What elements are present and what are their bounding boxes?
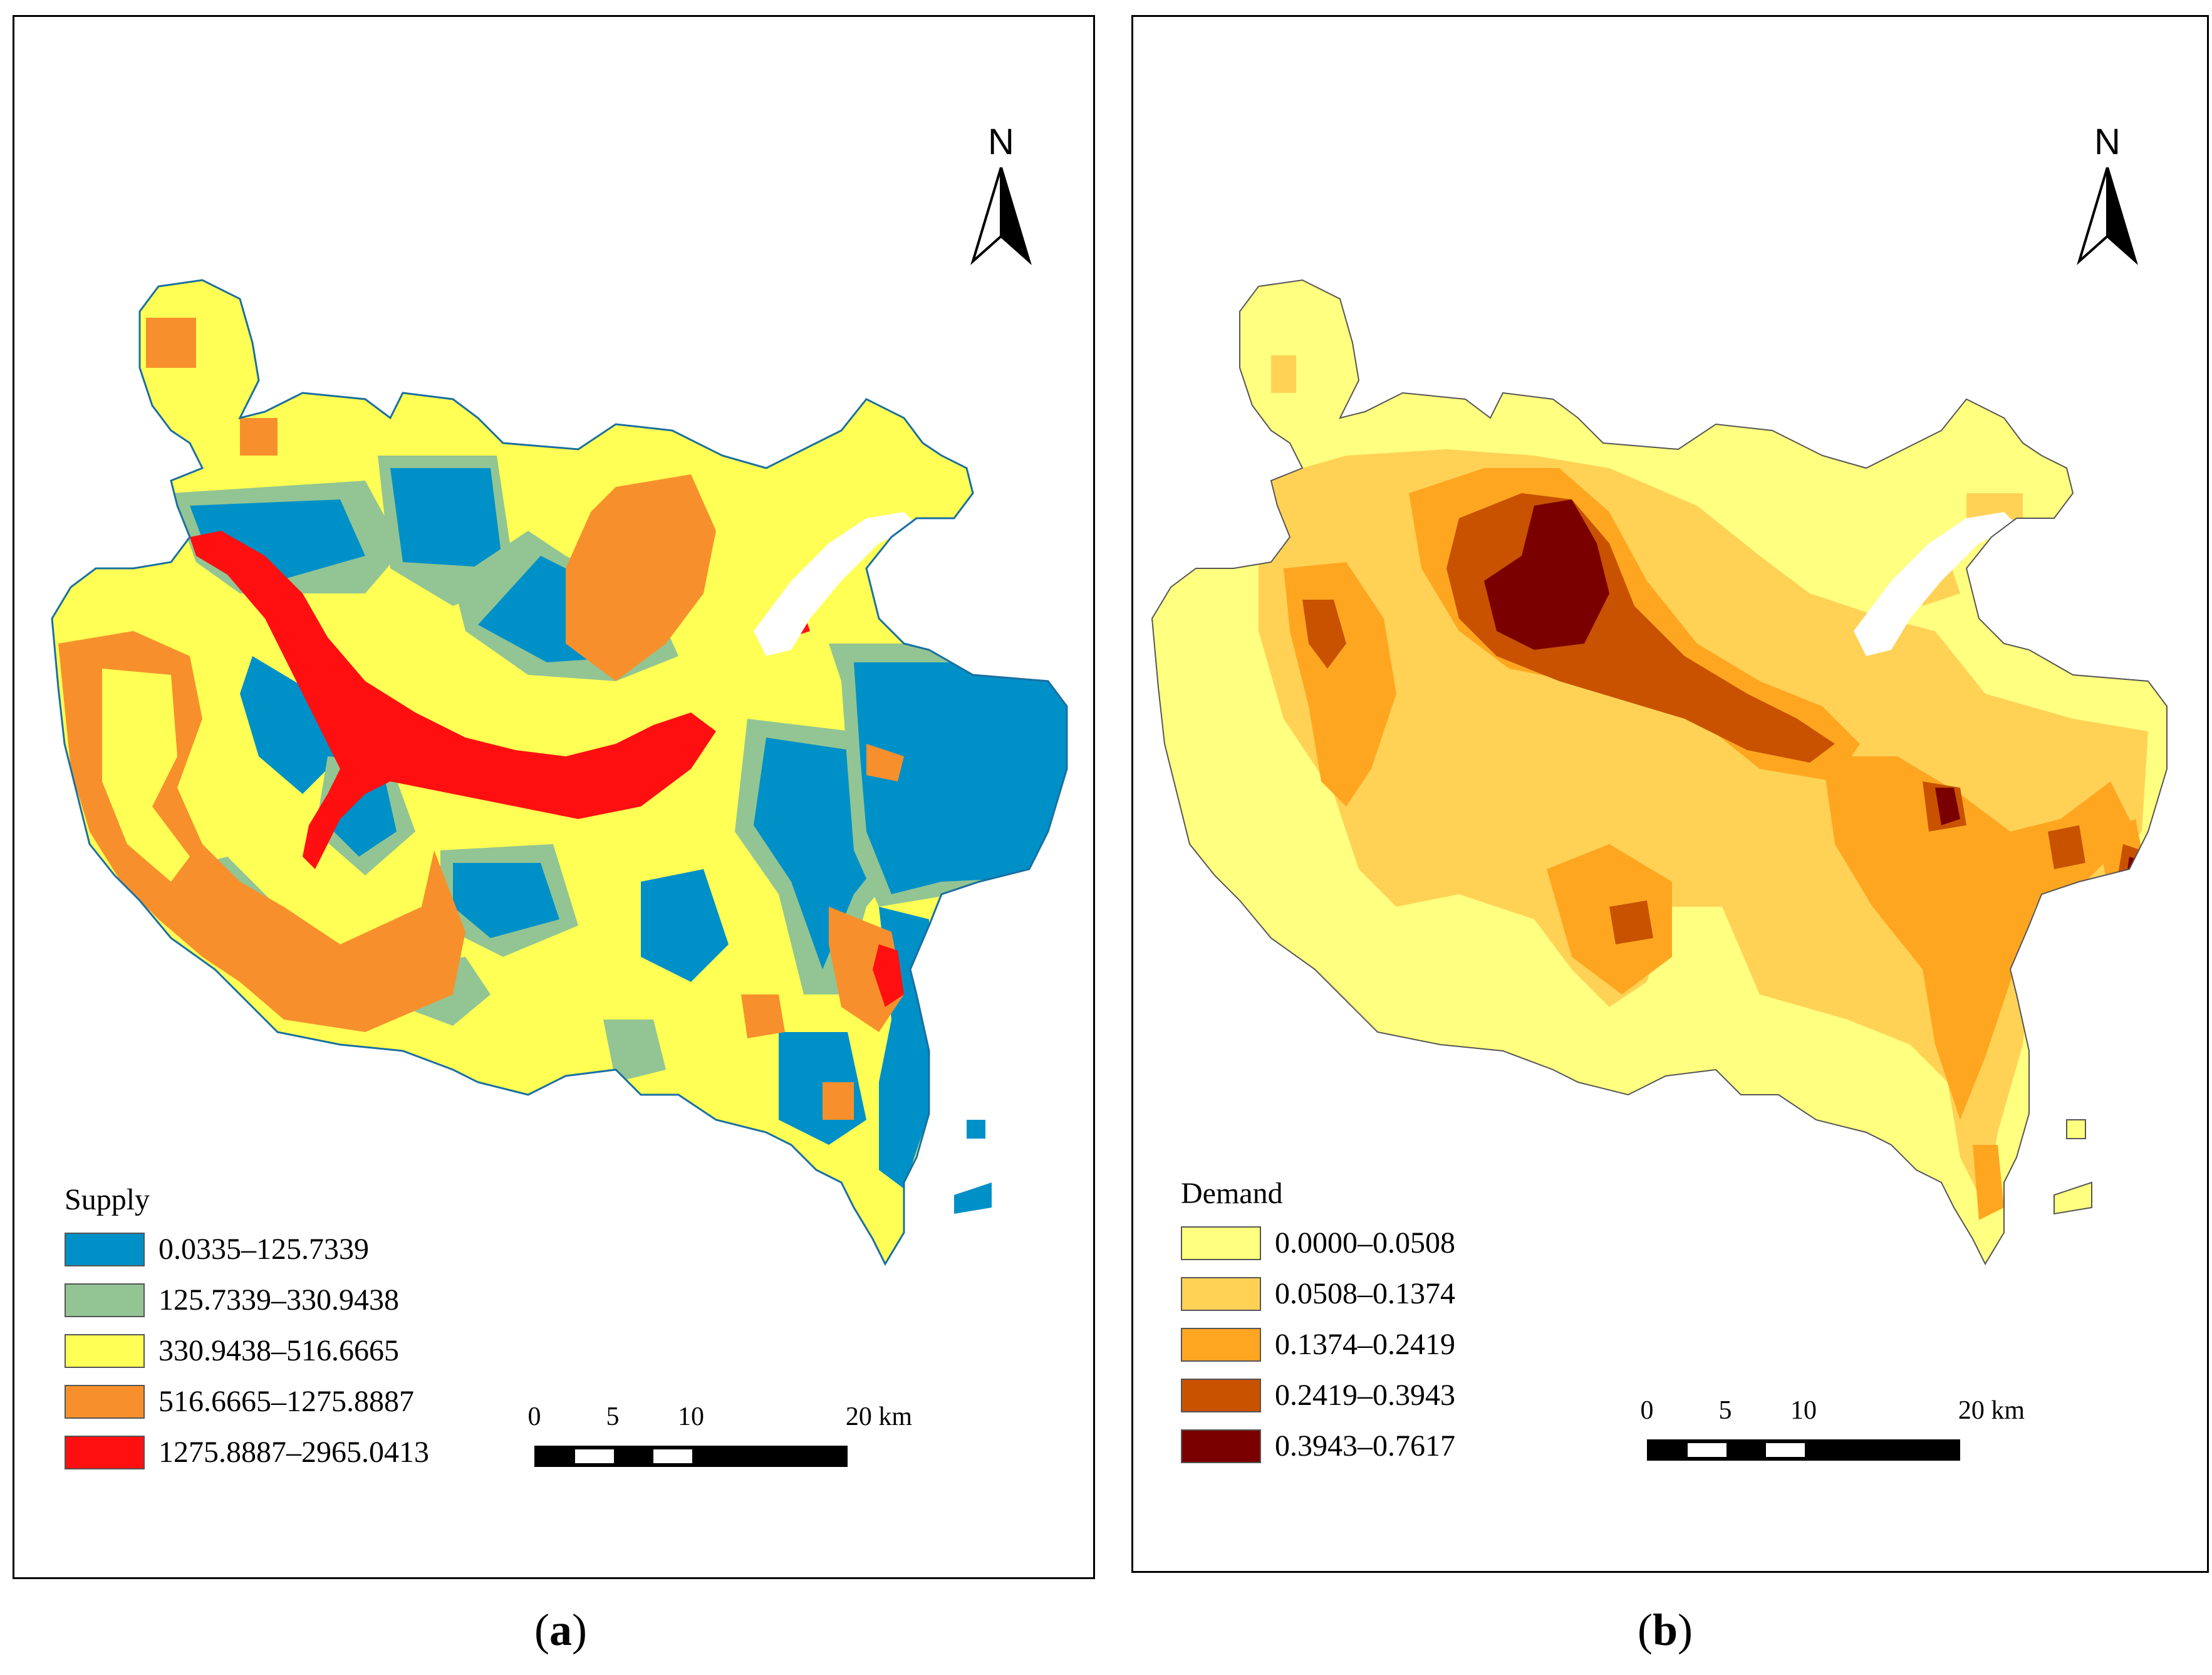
north-arrow: N xyxy=(2073,123,2142,268)
legend-label: 0.0508–0.1374 xyxy=(1275,1277,1455,1310)
islet xyxy=(2054,1181,2092,1215)
scale-bar-segments xyxy=(1647,1439,1960,1461)
legend-swatch xyxy=(65,1232,145,1266)
legend-label: 516.6665–1275.8887 xyxy=(158,1385,414,1418)
legend-item: 330.9438–516.6665 xyxy=(65,1325,429,1376)
legend-label: 0.3943–0.7617 xyxy=(1275,1429,1455,1463)
demand-legend: Demand 0.0000–0.0508 0.0508–0.1374 0.137… xyxy=(1181,1176,1455,1471)
scale-tick-label: 0 xyxy=(527,1402,541,1431)
legend-swatch xyxy=(1181,1327,1261,1362)
legend-swatch xyxy=(65,1283,145,1317)
legend-item: 0.3943–0.7617 xyxy=(1181,1421,1455,1471)
supply-legend: Supply 0.0335–125.7339 125.7339–330.9438… xyxy=(65,1182,429,1478)
scale-bar: 0 5 10 20 km xyxy=(528,1402,912,1471)
islet xyxy=(967,1120,985,1139)
legend-swatch xyxy=(65,1384,145,1419)
legend-label: 1275.8887–2965.0413 xyxy=(158,1436,429,1469)
north-arrow-icon xyxy=(970,167,1032,266)
caption-letter: a xyxy=(549,1605,572,1655)
legend-swatch xyxy=(1181,1226,1261,1260)
demand-map-panel: N Demand 0.0000–0.0508 0.0508–0.1374 0.1… xyxy=(1131,15,2209,1573)
legend-item: 0.2419–0.3943 xyxy=(1181,1370,1455,1421)
scale-bar-segments xyxy=(534,1446,848,1467)
caption-close: ) xyxy=(572,1605,587,1655)
legend-swatch xyxy=(65,1435,145,1469)
legend-item: 0.0335–125.7339 xyxy=(65,1224,429,1275)
caption-open: ( xyxy=(1637,1605,1653,1655)
legend-title: Demand xyxy=(1181,1177,1283,1210)
demand-map xyxy=(1151,279,2168,1265)
legend-item: 0.0000–0.0508 xyxy=(1181,1218,1455,1268)
caption-open: ( xyxy=(534,1605,549,1655)
legend-label: 0.0335–125.7339 xyxy=(158,1233,369,1266)
legend-swatch xyxy=(1181,1276,1261,1311)
legend-label: 0.1374–0.2419 xyxy=(1275,1328,1455,1361)
supply-map-panel: N Supply 0.0335–125.7339 125.7339–330.94… xyxy=(13,15,1095,1579)
scale-tick-label: 20 km xyxy=(845,1402,913,1431)
north-label: N xyxy=(2094,122,2121,162)
legend-swatch xyxy=(1181,1429,1261,1463)
legend-item: 1275.8887–2965.0413 xyxy=(65,1427,429,1478)
legend-item: 516.6665–1275.8887 xyxy=(65,1376,429,1427)
scale-tick-label: 10 xyxy=(1790,1396,1817,1425)
legend-label: 0.2419–0.3943 xyxy=(1275,1379,1455,1412)
legend-title: Supply xyxy=(65,1183,150,1216)
legend-swatch xyxy=(1181,1378,1261,1412)
legend-swatch xyxy=(65,1333,145,1368)
legend-item: 0.1374–0.2419 xyxy=(1181,1319,1455,1370)
islet xyxy=(2066,1119,2086,1139)
caption-letter: b xyxy=(1652,1605,1678,1655)
caption-close: ) xyxy=(1678,1605,1693,1655)
scale-bar: 0 5 10 20 km xyxy=(1641,1396,2025,1464)
north-arrow: N xyxy=(967,123,1036,268)
scale-tick-label: 20 km xyxy=(1958,1396,2025,1425)
supply-map xyxy=(51,279,1068,1265)
scale-tick-label: 10 xyxy=(678,1402,704,1431)
scale-tick-label: 0 xyxy=(1640,1396,1654,1425)
legend-item: 0.0508–0.1374 xyxy=(1181,1268,1455,1319)
legend-label: 0.0000–0.0508 xyxy=(1275,1226,1455,1260)
north-arrow-icon xyxy=(2077,167,2138,266)
caption-b: (b) xyxy=(1602,1604,1728,1656)
islet xyxy=(954,1182,992,1214)
legend-label: 330.9438–516.6665 xyxy=(158,1334,399,1367)
scale-tick-label: 5 xyxy=(606,1402,620,1431)
caption-a: (a) xyxy=(498,1604,623,1656)
scale-tick-label: 5 xyxy=(1718,1396,1732,1425)
legend-item: 125.7339–330.9438 xyxy=(65,1275,429,1325)
legend-label: 125.7339–330.9438 xyxy=(158,1283,399,1317)
north-label: N xyxy=(988,122,1014,162)
